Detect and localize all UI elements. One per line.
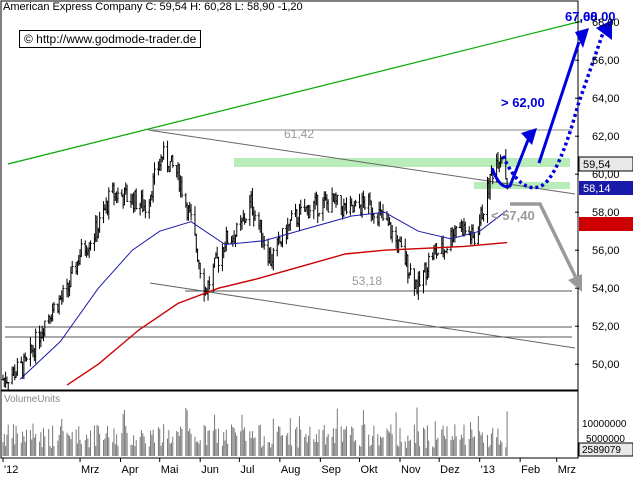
tag-ma-short: 58,14	[583, 183, 611, 195]
support-zone-upper	[234, 158, 570, 167]
volume-label: VolumeUnits	[4, 394, 60, 405]
forecast-dotted-arrow-68	[501, 29, 606, 190]
copyright-box: © http://www.godmode-trader.de	[19, 30, 202, 48]
change-value: -1,20	[277, 1, 303, 13]
y-tick-label: 62,00	[592, 131, 620, 143]
close-value: C: 59,54	[145, 1, 188, 13]
forecast-arrow-62	[490, 139, 530, 189]
chart-header: American Express Company C: 59,54 H: 60,…	[3, 1, 303, 13]
volume-last: 2589079	[582, 445, 621, 456]
x-tick-label: Feb	[521, 464, 540, 476]
channel-line-lower	[149, 282, 576, 349]
target-label-67: 67,00	[565, 9, 598, 24]
bear-arrowhead	[568, 274, 582, 292]
volume-tick-10m: 10000000	[582, 419, 627, 430]
y-tick-label: 66,00	[592, 55, 620, 67]
time-axis: '12 Mrz Apr Mai Jun Jul Aug Sep Okt Nov Dez '13 Feb M…	[2, 458, 576, 476]
forecast-arrow-67	[537, 41, 581, 164]
x-tick-label: Apr	[122, 464, 139, 476]
x-tick-label: Dez	[440, 464, 460, 476]
company-name: American Express Company	[3, 1, 143, 13]
price-panel-frame	[0, 0, 579, 391]
channel-line-upper	[147, 129, 576, 195]
y-tick-label: 58,00	[592, 207, 620, 219]
x-tick-label: Jun	[201, 464, 219, 476]
price-axis: 50,00 52,00 54,00 56,00 58,00 60,00 62,00 64,00…	[575, 17, 620, 371]
arrowhead-68	[596, 20, 612, 40]
ma-short-line	[19, 209, 508, 380]
tag-ma-short-bg	[579, 181, 633, 195]
target-label-57-40: < 57,40	[491, 208, 535, 223]
volume-last-bg	[578, 442, 633, 457]
y-tick-label: 54,00	[592, 283, 620, 295]
support-zone-lower	[474, 182, 570, 189]
arrowhead-67	[575, 28, 589, 48]
ma-long-line	[66, 241, 508, 386]
x-tick-label: Mai	[161, 464, 179, 476]
x-tick-label: '12	[4, 464, 18, 476]
volume-tick-5m: 5000000	[586, 434, 625, 445]
y-tick-label: 64,00	[592, 93, 620, 105]
price-series	[1, 140, 509, 391]
tag-ma-long-bg	[579, 217, 633, 231]
tag-close-bg	[578, 156, 633, 172]
x-tick-label: Nov	[401, 464, 421, 476]
low-value: L: 58,90	[234, 1, 275, 13]
high-value: H: 60,28	[190, 1, 232, 13]
level-label-53-18: 53,18	[352, 274, 382, 288]
target-label-62: > 62,00	[501, 95, 545, 110]
x-tick-label: Aug	[281, 464, 301, 476]
level-label-61-42: 61,42	[284, 127, 314, 141]
x-tick-label: Jul	[240, 464, 254, 476]
target-label-68: 68,00	[583, 9, 616, 24]
y-tick-label: 56,00	[592, 245, 620, 257]
y-tick-label: 52,00	[592, 321, 620, 333]
x-tick-label: '13	[481, 464, 495, 476]
bear-arrow	[510, 202, 579, 281]
x-tick-label: Mrz	[81, 464, 99, 476]
x-tick-label: Sep	[321, 464, 341, 476]
y-tick-label: 60,00	[592, 169, 620, 181]
trendline-green	[7, 20, 583, 165]
volume-series	[2, 407, 508, 456]
x-tick-label: Mrz	[558, 464, 576, 476]
arrowhead-62	[521, 128, 537, 145]
x-tick-label: Okt	[361, 464, 378, 476]
volume-panel-frame	[0, 390, 579, 459]
tag-close: 59,54	[583, 159, 611, 171]
y-tick-label: 50,00	[592, 359, 620, 371]
y-tick-label: 68,00	[592, 17, 620, 29]
